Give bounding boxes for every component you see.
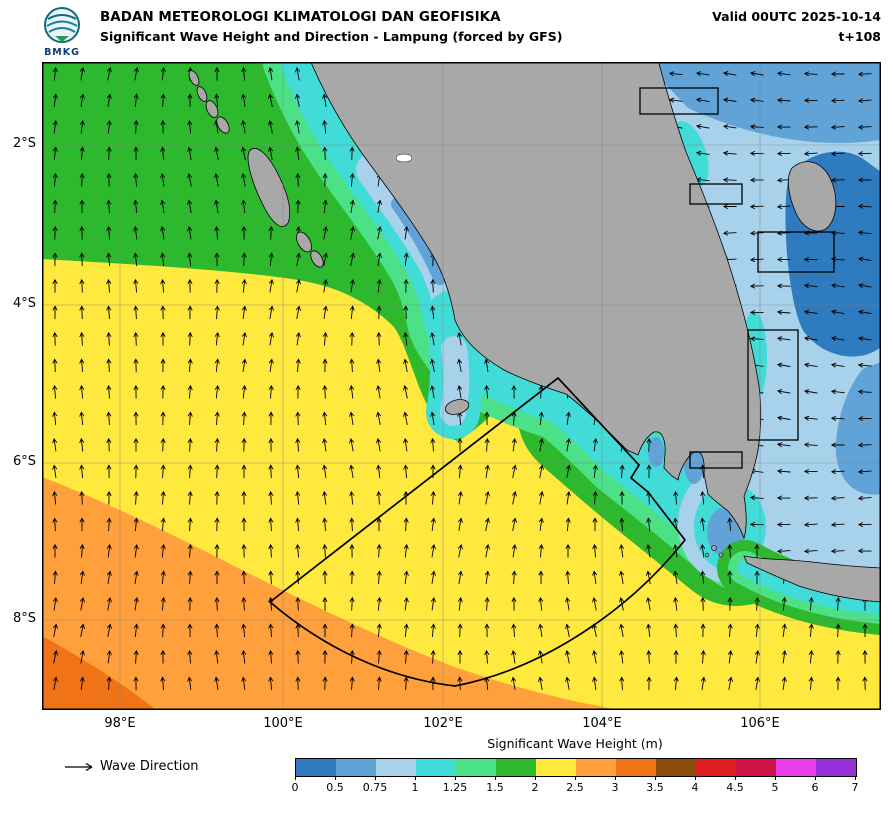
wave-direction-label: Wave Direction [100,759,199,774]
colorbar-tick-label: 1.5 [486,781,504,794]
colorbar-tickmark [335,776,336,780]
colorbar-segment [816,759,856,776]
agency-title: BADAN METEOROLOGI KLIMATOLOGI DAN GEOFIS… [100,9,501,25]
lon-tick-label: 104°E [582,716,622,731]
lampung-forecast-area-outline [269,377,686,687]
colorbar [295,758,857,777]
lat-tick-label: 4°S [12,296,36,311]
mentawai-island [247,148,291,227]
marine-zone-boundary [689,451,743,469]
colorbar-segment [536,759,576,776]
colorbar-ticks: 0 0.5 0.75 1 1.25 1.5 2 2.5 3 3.5 4 4.5 5 6 7 [291,776,859,798]
map-plot [42,62,881,710]
map-border [42,62,881,710]
product-title: Significant Wave Height and Direction - … [100,29,563,44]
sumatra-landmass [310,62,762,540]
small-island [205,100,219,118]
colorbar-tick-label: 3.5 [646,781,664,794]
valid-time: Valid 00UTC 2025-10-14 [712,9,881,24]
colorbar-tick-label: 5 [771,781,779,794]
colorbar-tickmark [815,776,816,780]
colorbar-tickmark [615,776,616,780]
colorbar-tick-label: 0.5 [326,781,344,794]
colorbar-tick-label: 7 [851,781,859,794]
map-shape [644,62,881,144]
colorbar-tick-label: 4 [691,781,699,794]
colorbar-segment [336,759,376,776]
bangka-island [787,161,837,232]
marine-zone-boundary [747,329,799,441]
marine-zone-boundary [689,183,743,205]
colorbar-tickmark [535,776,536,780]
map-shape [737,560,881,615]
colorbar-tickmark [495,776,496,780]
colorbar-tickmark [735,776,736,780]
bmkg-logo-label: BMKG [44,47,80,58]
small-island [395,153,413,163]
lon-tick-label: 100°E [263,716,303,731]
krakatau-island [711,545,717,551]
java-landmass [743,555,881,603]
colorbar-tickmark [695,776,696,780]
map-shape [835,362,881,495]
colorbar-tick-label: 0.75 [362,781,388,794]
colorbar-tickmark [575,776,576,780]
colorbar-tickmark [415,776,416,780]
lat-tick-label: 8°S [12,611,36,626]
colorbar-segment [656,759,696,776]
colorbar-tickmark [855,776,856,780]
lat-tick-label: 2°S [12,136,36,151]
colorbar-segment [616,759,656,776]
small-island [718,552,724,558]
small-island [196,86,208,102]
colorbar-tickmark [655,776,656,780]
colorbar-segment [576,759,616,776]
colorbar-segment [456,759,496,776]
wave-direction-arrow-icon [65,762,93,772]
colorbar-segment [696,759,736,776]
lon-tick-label: 98°E [104,716,136,731]
lat-tick-label: 6°S [12,454,36,469]
colorbar-tick-label: 2 [531,781,539,794]
small-island [216,116,230,134]
small-island [296,231,312,253]
marine-zone-boundary [639,87,719,115]
bmkg-logo: BMKG [38,5,86,61]
colorbar-tickmark [375,776,376,780]
bmkg-logo-icon [44,7,80,43]
map-shape [42,477,620,710]
colorbar-segment [776,759,816,776]
colorbar-tick-label: 2.5 [566,781,584,794]
colorbar-segment [416,759,456,776]
wave-map-canvas [42,62,881,710]
small-island [310,250,324,268]
map-shape [42,636,156,710]
map-shape [648,437,664,467]
colorbar-segment [376,759,416,776]
marine-zone-boundary [757,231,835,273]
small-island [188,70,200,86]
colorbar-tickmark [455,776,456,780]
colorbar-segment [496,759,536,776]
colorbar-tickmark [295,776,296,780]
colorbar-segment [296,759,336,776]
colorbar-tick-label: 4.5 [726,781,744,794]
colorbar-segment [736,759,776,776]
colorbar-tick-label: 0 [291,781,299,794]
colorbar-tick-label: 6 [811,781,819,794]
small-island [444,399,470,415]
lon-tick-label: 102°E [423,716,463,731]
map-shape [391,197,447,285]
lon-tick-label: 106°E [740,716,780,731]
colorbar-tick-label: 1.25 [442,781,468,794]
colorbar-tickmark [775,776,776,780]
small-island [704,552,710,558]
colorbar-tick-label: 3 [611,781,619,794]
forecast-step: t+108 [838,29,881,44]
colorbar-tick-label: 1 [411,781,419,794]
colorbar-title: Significant Wave Height (m) [487,736,663,751]
